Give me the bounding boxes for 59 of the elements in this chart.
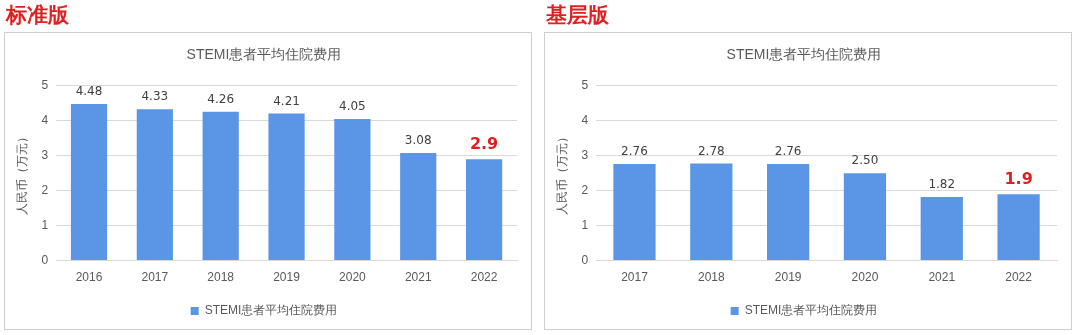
x-tick-label: 2016 <box>75 270 103 285</box>
bar <box>70 103 108 261</box>
y-axis-title: 人民币（万元） <box>554 131 569 216</box>
x-tick-label: 2022 <box>1005 270 1033 285</box>
text: 基层版 <box>546 2 609 28</box>
x-tick-label: 2017 <box>141 270 169 285</box>
bar <box>690 163 733 261</box>
data-label: 4.05 <box>339 99 366 114</box>
chart-title: STEMI患者平均住院费用 <box>726 46 882 63</box>
x-tick-label: 2019 <box>273 270 301 285</box>
text: 标准版 <box>6 2 69 28</box>
y-tick-label: 0 <box>581 252 589 267</box>
x-tick-label: 2022 <box>470 270 498 285</box>
y-tick-label: 3 <box>41 148 49 163</box>
x-tick-label: 2021 <box>928 270 956 285</box>
y-tick-label: 2 <box>41 182 49 197</box>
x-tick-label: 2019 <box>774 270 802 285</box>
x-tick-label: 2018 <box>697 270 725 285</box>
y-tick-label: 4 <box>41 113 49 128</box>
y-tick-label: 5 <box>581 78 589 93</box>
x-tick-label: 2017 <box>621 270 649 285</box>
data-label: 2.76 <box>774 144 802 159</box>
data-label: 3.08 <box>404 133 432 148</box>
y-tick-label: 5 <box>41 78 49 93</box>
data-label: 4.21 <box>273 93 300 108</box>
bar <box>268 113 305 261</box>
data-label: 1.9 <box>1004 169 1033 189</box>
data-label: 2.78 <box>697 143 725 158</box>
x-tick-label: 2020 <box>339 270 367 285</box>
bar <box>334 119 371 261</box>
y-tick-label: 1 <box>41 217 49 232</box>
x-tick-label: 2018 <box>207 270 235 285</box>
data-label: 2.9 <box>469 134 499 154</box>
legend-label: STEMI患者平均住院费用 <box>204 303 338 318</box>
bar <box>465 159 503 261</box>
data-label: 4.48 <box>75 84 103 99</box>
y-tick-label: 4 <box>581 113 589 128</box>
data-label: 2.76 <box>621 144 648 159</box>
y-tick-label: 1 <box>581 217 589 232</box>
y-axis-title: 人民币（万元） <box>14 131 29 216</box>
x-tick-label: 2021 <box>404 270 432 285</box>
bar <box>767 164 810 261</box>
y-tick-label: 3 <box>581 148 589 163</box>
chart-title: STEMI患者平均住院费用 <box>186 46 342 63</box>
bar <box>843 173 887 261</box>
y-tick-label: 0 <box>41 252 49 267</box>
data-label: 1.82 <box>928 177 956 192</box>
bar <box>997 194 1040 261</box>
bar <box>202 111 239 261</box>
data-label: 4.26 <box>207 91 235 106</box>
bar <box>136 109 173 261</box>
data-label: 2.50 <box>851 153 879 168</box>
bar <box>920 196 963 261</box>
legend-label: STEMI患者平均住院费用 <box>744 303 878 318</box>
data-label: 4.33 <box>141 89 169 104</box>
bar <box>400 152 437 261</box>
bar <box>613 164 656 261</box>
x-tick-label: 2020 <box>851 270 879 285</box>
y-tick-label: 2 <box>581 182 589 197</box>
